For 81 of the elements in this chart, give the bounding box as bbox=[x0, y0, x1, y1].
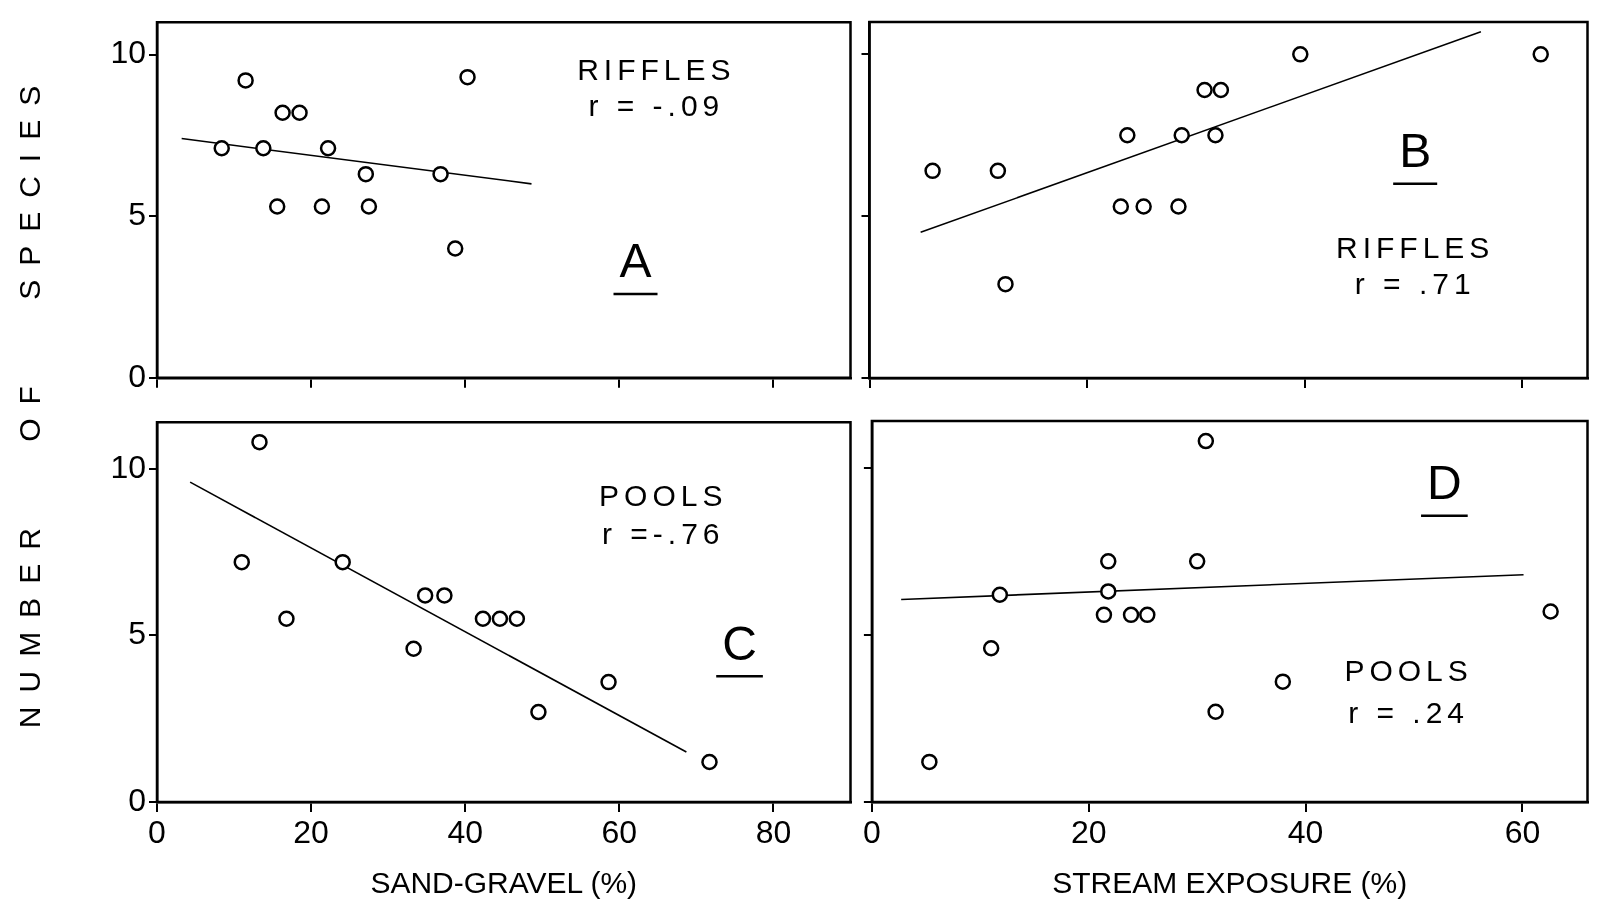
point bbox=[1135, 198, 1152, 215]
x-tick-label: 40 bbox=[447, 814, 484, 851]
point bbox=[319, 140, 337, 157]
point bbox=[997, 275, 1014, 293]
point bbox=[446, 240, 464, 257]
point bbox=[921, 753, 938, 771]
annotation: D bbox=[1427, 456, 1462, 509]
annotation: POOLS bbox=[1344, 653, 1473, 687]
x-tick-label: 0 bbox=[863, 814, 881, 851]
point bbox=[251, 433, 268, 451]
point bbox=[1095, 606, 1113, 624]
point bbox=[459, 68, 476, 86]
point bbox=[268, 198, 286, 215]
annotation: r = -.09 bbox=[588, 88, 725, 122]
point bbox=[1139, 606, 1156, 624]
point bbox=[213, 140, 230, 157]
point bbox=[1542, 603, 1559, 620]
point bbox=[508, 610, 526, 628]
annotation: RIFFLES bbox=[577, 53, 736, 87]
point bbox=[1197, 432, 1215, 450]
point bbox=[334, 553, 351, 571]
point bbox=[991, 586, 1009, 604]
point bbox=[989, 162, 1007, 180]
point bbox=[1207, 127, 1224, 144]
point bbox=[1196, 81, 1213, 99]
point bbox=[357, 165, 375, 183]
point bbox=[405, 640, 422, 657]
x-axis-title: STREAM EXPOSURE (%) bbox=[1052, 866, 1408, 900]
point bbox=[233, 553, 251, 571]
point bbox=[1122, 606, 1140, 624]
annotation: B bbox=[1399, 123, 1432, 177]
point bbox=[291, 104, 308, 121]
point bbox=[1100, 553, 1117, 570]
annotation: POOLS bbox=[599, 479, 728, 513]
point bbox=[982, 640, 1000, 657]
point bbox=[1207, 703, 1224, 721]
point bbox=[1292, 46, 1309, 63]
point bbox=[701, 753, 718, 771]
point bbox=[474, 610, 492, 628]
x-tick-label: 60 bbox=[1504, 814, 1541, 851]
x-tick-label: 80 bbox=[755, 814, 792, 851]
point bbox=[237, 72, 254, 89]
point bbox=[1170, 198, 1187, 215]
y-tick-label: 10 bbox=[110, 34, 146, 71]
annotation: C bbox=[722, 616, 757, 670]
y-axis-title: NUMBER OF SPECIES bbox=[13, 71, 47, 729]
y-tick-label: 10 bbox=[110, 448, 146, 485]
point bbox=[255, 140, 272, 157]
x-axis-title: SAND-GRAVEL (%) bbox=[370, 866, 638, 900]
y-tick-label: 0 bbox=[128, 781, 146, 818]
point bbox=[530, 703, 547, 721]
annotation: r = .71 bbox=[1354, 266, 1476, 300]
annotation: RIFFLES bbox=[1336, 231, 1495, 265]
y-tick-label: 0 bbox=[128, 357, 146, 394]
annotation: A bbox=[619, 234, 652, 288]
point bbox=[1173, 127, 1190, 144]
point bbox=[924, 162, 941, 180]
point bbox=[1212, 81, 1230, 99]
point bbox=[436, 587, 453, 604]
point bbox=[1532, 46, 1549, 63]
point bbox=[360, 198, 378, 215]
x-tick-label: 20 bbox=[293, 814, 329, 851]
point bbox=[274, 104, 291, 121]
point bbox=[1188, 553, 1206, 570]
annotation: r = .24 bbox=[1348, 695, 1470, 729]
annotation: r =-.76 bbox=[601, 517, 725, 551]
x-tick-label: 60 bbox=[601, 814, 638, 851]
point bbox=[313, 198, 331, 215]
point bbox=[1119, 127, 1136, 144]
point bbox=[1100, 583, 1117, 600]
y-tick-label: 5 bbox=[128, 195, 146, 232]
point bbox=[1274, 673, 1292, 690]
x-tick-label: 40 bbox=[1287, 814, 1324, 851]
point bbox=[600, 673, 617, 691]
point bbox=[491, 610, 509, 628]
x-tick-label: 20 bbox=[1070, 814, 1107, 851]
point bbox=[278, 610, 295, 628]
point bbox=[432, 165, 449, 183]
y-tick-label: 5 bbox=[128, 615, 146, 652]
point bbox=[416, 587, 434, 604]
point bbox=[1112, 198, 1130, 215]
